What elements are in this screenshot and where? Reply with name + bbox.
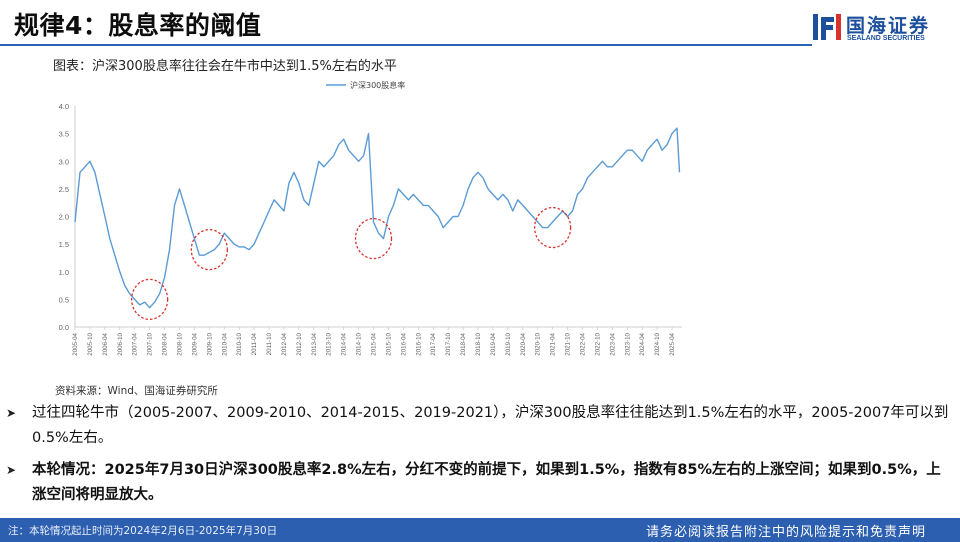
x-tick-label: 2018-04	[460, 332, 467, 355]
data-source: 资料来源：Wind、国海证券研究所	[55, 385, 218, 397]
x-tick-label: 2011-10	[266, 332, 273, 355]
x-tick-label: 2007-04	[132, 332, 139, 355]
x-tick-label: 2018-10	[475, 332, 482, 355]
highlight-circle	[533, 206, 572, 249]
x-tick-label: 2021-04	[550, 332, 557, 355]
x-tick-label: 2021-10	[565, 332, 572, 355]
y-axis: 0.0 0.5 1.0 1.5 2.0 2.5 3.0 3.5 4.0	[59, 102, 76, 332]
x-tick-label: 2008-04	[162, 332, 169, 355]
highlight-circle	[354, 217, 393, 260]
x-tick-label: 2005-04	[72, 332, 79, 355]
x-tick-label: 2012-10	[296, 332, 303, 355]
x-tick-label: 2022-04	[579, 332, 586, 355]
bullet-text-2: 本轮情况：2025年7月30日沪深300股息率2.8%左右，分红不变的前提下，如…	[32, 462, 941, 503]
slide-title: 规律4：股息率的阈值	[14, 11, 262, 40]
x-tick-label: 2024-04	[639, 332, 646, 355]
footer-bar: 注：本轮情况起止时间为2024年2月6日-2025年7月30日 请务必阅读报告附…	[0, 518, 960, 542]
title-divider	[0, 44, 812, 46]
x-tick-label: 2008-10	[176, 332, 183, 355]
x-tick-label: 2010-04	[221, 332, 228, 355]
arrow-right-icon: ➤	[6, 463, 17, 477]
logo-chinese-name: 国海证券	[846, 15, 931, 37]
x-tick-label: 2022-10	[594, 332, 601, 355]
x-axis: 2005-04 2005-10 2006-04 2006-10 2007-04 2007-…	[72, 326, 682, 356]
x-tick-label: 2010-10	[236, 332, 243, 355]
chart-legend: 沪深300股息率	[326, 80, 405, 90]
x-tick-label: 2015-10	[385, 332, 392, 355]
x-tick-label: 2009-10	[206, 332, 213, 355]
x-tick-label: 2017-10	[445, 332, 452, 355]
y-tick-label: 2.5	[59, 185, 69, 194]
arrow-right-icon: ➤	[6, 406, 17, 420]
sealand-logo-icon	[813, 14, 841, 40]
y-tick-label: 4.0	[59, 102, 69, 111]
legend-label: 沪深300股息率	[350, 80, 405, 90]
y-tick-label: 3.0	[59, 157, 69, 166]
x-tick-label: 2013-10	[326, 332, 333, 355]
x-tick-label: 2020-04	[520, 332, 527, 355]
x-tick-label: 2025-04	[669, 332, 676, 355]
highlight-circle	[130, 278, 169, 321]
y-tick-label: 0.5	[59, 295, 69, 304]
bullet-point-2: ➤ 本轮情况：2025年7月30日沪深300股息率2.8%左右，分红不变的前提下…	[4, 458, 954, 508]
x-tick-label: 2009-04	[191, 332, 198, 355]
x-tick-label: 2006-04	[102, 332, 109, 355]
footer-disclaimer: 请务必阅读报告附注中的风险提示和免责声明	[645, 525, 926, 540]
y-tick-label: 3.5	[59, 130, 69, 139]
x-tick-label: 2015-04	[371, 332, 378, 355]
x-tick-label: 2007-10	[147, 332, 154, 355]
x-tick-label: 2019-10	[505, 332, 512, 355]
x-tick-label: 2011-04	[251, 332, 258, 355]
figure-caption: 图表：沪深300股息率往往会在牛市中达到1.5%左右的水平	[53, 59, 397, 74]
x-tick-label: 2020-10	[535, 332, 542, 355]
highlight-circle	[190, 228, 228, 271]
logo-english-name: SEALAND SECURITIES	[847, 35, 925, 42]
company-logo: 国海证券 SEALAND SECURITIES	[812, 10, 958, 48]
x-tick-label: 2016-10	[415, 332, 422, 355]
series-line	[74, 127, 681, 309]
x-tick-label: 2014-04	[341, 332, 348, 355]
dividend-yield-chart: 0.00.51.01.52.02.53.03.54.0 2005-04 2005-…	[59, 80, 682, 356]
x-tick-label: 2017-04	[430, 332, 437, 355]
x-tick-label: 2013-04	[311, 332, 318, 355]
y-tick-label: 1.0	[59, 268, 69, 277]
x-tick-label: 2023-10	[624, 332, 631, 355]
annotation-layer	[130, 206, 572, 321]
footer-note: 注：本轮情况起止时间为2024年2月6日-2025年7月30日	[8, 525, 278, 537]
bullet-text-1: 过往四轮牛市（2005-2007、2009-2010、2014-2015、201…	[32, 405, 949, 446]
series-layer	[74, 127, 681, 309]
y-tick-label: 0.0	[59, 323, 69, 332]
y-tick-label: 1.5	[59, 240, 69, 249]
x-tick-label: 2016-04	[400, 332, 407, 355]
bullet-point-1: ➤ 过往四轮牛市（2005-2007、2009-2010、2014-2015、2…	[4, 401, 954, 451]
x-tick-label: 2005-10	[87, 332, 94, 355]
x-tick-label: 2024-10	[654, 332, 661, 355]
x-tick-label: 2023-04	[609, 332, 616, 355]
x-tick-label: 2014-10	[356, 332, 363, 355]
x-tick-label: 2006-10	[117, 332, 124, 355]
x-tick-label: 2019-04	[490, 332, 497, 355]
y-tick-label: 2.0	[59, 213, 69, 222]
x-tick-label: 2012-04	[281, 332, 288, 355]
